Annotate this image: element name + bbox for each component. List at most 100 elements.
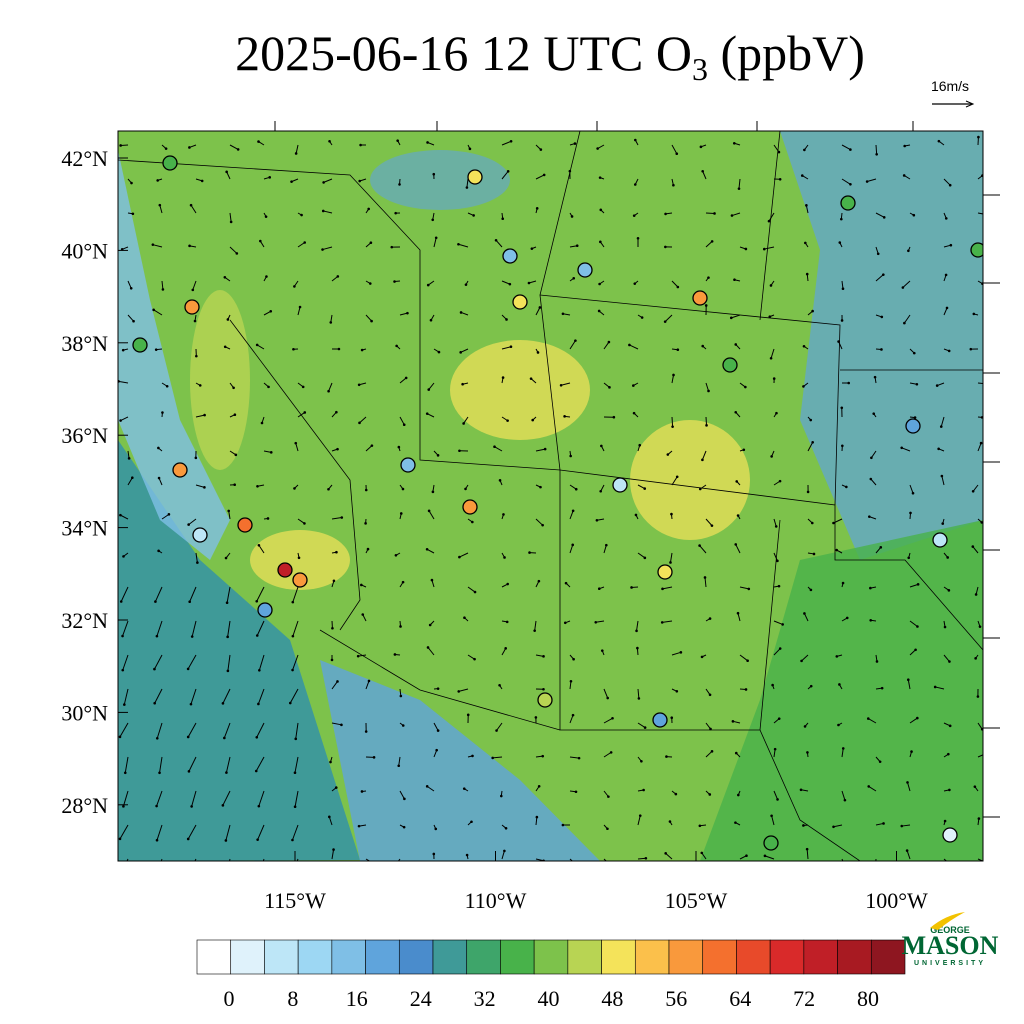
- wind-arrow-head: [882, 273, 885, 276]
- wind-arrow-head: [643, 487, 647, 490]
- wind-arrow: [297, 518, 305, 524]
- wind-arrow-head: [704, 304, 708, 307]
- wind-arrow-head: [985, 383, 988, 386]
- wind-arrow-head: [606, 696, 610, 700]
- wind-arrow-head: [980, 727, 983, 731]
- colorbar-box: [870, 939, 906, 975]
- wind-arrow: [629, 344, 639, 350]
- wind-arrow-head: [190, 635, 194, 638]
- wind-arrow-head: [156, 179, 159, 182]
- wind-arrow-head: [357, 383, 361, 387]
- wind-arrow-head: [663, 320, 667, 323]
- wind-arrow: [458, 243, 469, 248]
- wind-arrow-head: [806, 751, 809, 754]
- highland: [190, 290, 250, 470]
- wind-arrow-head: [948, 183, 952, 187]
- wind-arrow: [159, 204, 163, 214]
- wind-arrow-head: [734, 543, 738, 546]
- wind-arrow-head: [879, 546, 883, 549]
- wind-arrow: [227, 654, 231, 671]
- title-text: 2025-06-16 12 UTC O: [235, 25, 692, 81]
- wind-arrow: [153, 309, 163, 316]
- wind-arrow: [190, 204, 197, 214]
- wind-arrow: [156, 722, 163, 739]
- wind-arrow-head: [976, 695, 980, 698]
- wind-arrow: [255, 756, 265, 772]
- wind-arrow: [256, 722, 265, 738]
- logo-line2: MASON: [902, 931, 999, 960]
- wind-arrow-head: [196, 561, 199, 564]
- wind-arrow-head: [225, 601, 229, 605]
- wind-arrow-head: [612, 415, 616, 419]
- wind-arrow-head: [573, 861, 576, 864]
- wind-arrow-head: [675, 152, 679, 155]
- wind-arrow: [907, 782, 911, 792]
- wind-arrow-head: [944, 217, 948, 220]
- wind-arrow-head: [399, 512, 403, 515]
- wind-arrow-head: [260, 421, 264, 425]
- wind-arrow-head: [872, 412, 876, 415]
- wind-arrow-head: [303, 411, 307, 414]
- wind-arrow-head: [221, 804, 225, 807]
- wind-arrow-head: [426, 141, 429, 144]
- wind-arrow-head: [568, 169, 572, 173]
- wind-arrow-head: [225, 170, 228, 174]
- wind-arrow: [365, 858, 371, 861]
- wind-arrow-head: [803, 148, 806, 152]
- wind-arrow-head: [841, 747, 845, 750]
- colorbar-label: 40: [538, 986, 560, 1011]
- colorbar-label: 24: [410, 986, 432, 1011]
- station: [192, 527, 208, 543]
- wind-arrow-head: [734, 751, 738, 755]
- wind-arrow-head: [701, 169, 704, 173]
- station: [905, 418, 921, 434]
- texas: [700, 520, 983, 861]
- wind-arrow-head: [471, 754, 474, 758]
- wind-arrow-head: [943, 819, 947, 823]
- wind-arrow-head: [493, 445, 496, 449]
- wind-arrow-head: [933, 685, 937, 689]
- wind-arrow-head: [364, 730, 368, 733]
- wind-arrow-head: [916, 625, 919, 628]
- wind-arrow: [331, 517, 342, 520]
- wind-arrow-head: [434, 827, 438, 831]
- wind-arrow-head: [396, 139, 399, 142]
- highland: [450, 340, 590, 440]
- wind-arrow: [739, 654, 748, 662]
- wind-arrow-head: [121, 634, 124, 638]
- wind-arrow-head: [847, 381, 851, 385]
- wind-arrow: [156, 620, 163, 637]
- wind-arrow: [868, 786, 877, 792]
- wind-arrow: [807, 442, 814, 452]
- wind-arrow: [458, 688, 469, 692]
- wind-arrow-head: [634, 138, 637, 142]
- wind-arrow-head: [849, 182, 852, 186]
- wind-arrow-head: [637, 697, 641, 700]
- logo-line3: UNIVERSITY: [914, 960, 986, 967]
- wind-arrow: [637, 688, 640, 699]
- wind-arrow-head: [937, 139, 941, 143]
- wind-arrow-head: [632, 214, 636, 217]
- wind-arrow-head: [874, 862, 877, 865]
- wind-arrow: [768, 212, 775, 222]
- wind-arrow: [122, 654, 129, 671]
- wind-arrow-head: [561, 823, 565, 827]
- wind-arrow-head: [321, 248, 324, 251]
- wind-arrow-head: [301, 385, 305, 389]
- wind-arrow-head: [809, 588, 813, 592]
- wind-arrow-head: [778, 177, 782, 181]
- wind-arrow: [664, 314, 673, 322]
- station: [292, 572, 308, 588]
- wind-arrow-head: [747, 587, 751, 591]
- wind-arrow-head: [809, 418, 813, 422]
- lowland: [320, 660, 600, 861]
- wind-arrow-head: [254, 769, 258, 773]
- wind-arrow-head: [187, 872, 190, 875]
- wind-arrow-head: [537, 784, 541, 788]
- wind-arrow-head: [232, 386, 235, 390]
- wind-arrow-head: [835, 548, 838, 552]
- wind-arrow: [735, 544, 741, 554]
- wind-arrow-head: [193, 319, 197, 323]
- wind-arrow-head: [607, 795, 610, 798]
- lat-label: 30°N: [61, 700, 108, 725]
